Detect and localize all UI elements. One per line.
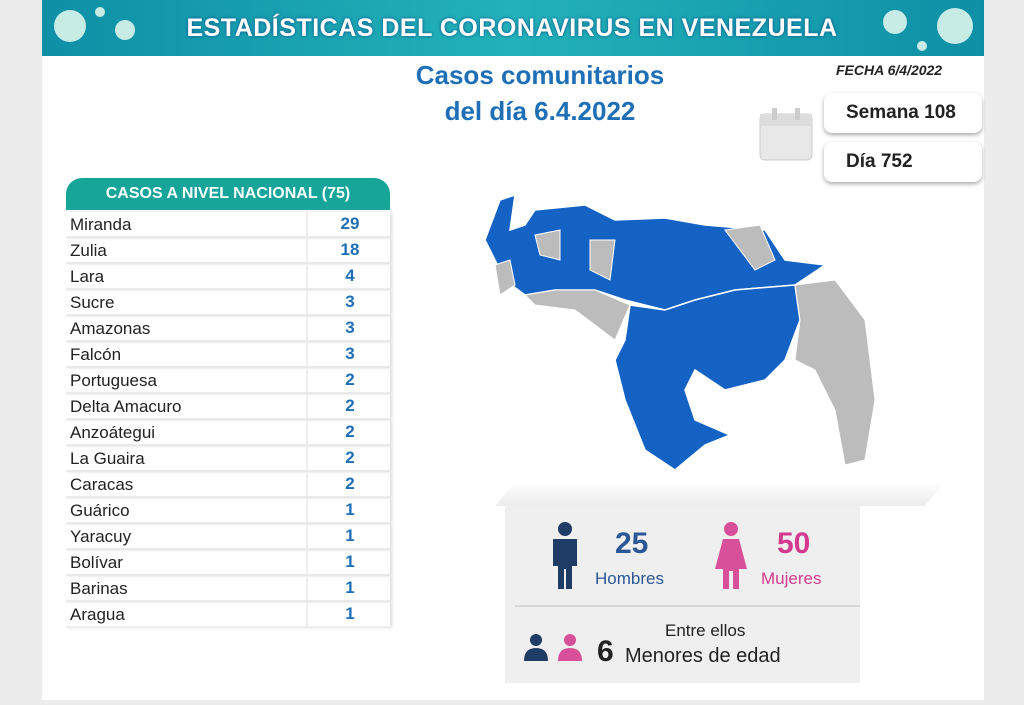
case-count: 1 <box>306 602 392 626</box>
state-name: Amazonas <box>70 319 151 338</box>
table-row: Aragua 1 <box>66 602 390 628</box>
state-name: Caracas <box>70 475 134 494</box>
subtitle: Casos comunitarios <box>415 60 665 90</box>
women-label: Mujeres <box>761 569 822 588</box>
state-name: Aragua <box>70 605 125 624</box>
case-count: 18 <box>306 238 392 262</box>
table-header: CASOS A NIVEL NACIONAL (75) <box>66 178 390 210</box>
case-count: 1 <box>306 524 392 548</box>
table-row: Zulia 18 <box>66 238 390 264</box>
case-count: 1 <box>306 550 392 574</box>
table-row: Caracas 2 <box>66 472 390 498</box>
case-count: 2 <box>306 446 392 470</box>
case-count: 2 <box>306 472 392 496</box>
case-count: 29 <box>306 212 392 236</box>
minors-count: 6 <box>597 635 614 668</box>
virus-icons <box>54 7 135 42</box>
case-count: 2 <box>306 368 392 392</box>
date: FECHA 6/4/2022 <box>836 62 943 78</box>
case-count: 2 <box>306 394 392 418</box>
state-name: Barinas <box>70 579 128 598</box>
table-row: Bolívar 1 <box>66 550 390 576</box>
table-row: Barinas 1 <box>66 576 390 602</box>
minors-label: Menores de edad <box>625 645 781 667</box>
men-label: Hombres <box>595 569 664 588</box>
state-name: Portuguesa <box>70 371 157 390</box>
man-icon <box>553 522 577 589</box>
table-row: Falcón 3 <box>66 342 390 368</box>
day: Día 752 <box>824 142 982 182</box>
state-name: Bolívar <box>70 553 123 572</box>
table-row: Yaracuy 1 <box>66 524 390 550</box>
state-name: Delta Amacuro <box>70 397 182 416</box>
state-name: Yaracuy <box>70 527 132 546</box>
state-name: Anzoátegui <box>70 423 156 442</box>
case-count: 3 <box>306 290 392 314</box>
state-name: Falcón <box>70 345 122 364</box>
table-row: Miranda 29 <box>66 212 390 238</box>
stats-top <box>494 482 946 506</box>
minors-intro: Entre ellos <box>665 621 746 640</box>
state-name: La Guaira <box>70 449 145 468</box>
people-icons <box>524 634 582 661</box>
table-row: Lara 4 <box>66 264 390 290</box>
case-count: 2 <box>306 420 392 444</box>
title: ESTADÍSTICAS DEL CORONAVIRUS EN VENEZUEL… <box>186 14 838 42</box>
table-row: Guárico 1 <box>66 498 390 524</box>
week: Semana 108 <box>824 93 982 133</box>
table-row: La Guaira 2 <box>66 446 390 472</box>
men-count: 25 <box>615 527 649 560</box>
table-row: Anzoátegui 2 <box>66 420 390 446</box>
table-row: Portuguesa 2 <box>66 368 390 394</box>
women-count: 50 <box>777 527 811 560</box>
case-count: 1 <box>306 498 392 522</box>
state-name: Guárico <box>70 501 130 520</box>
calendar-icon <box>759 108 813 161</box>
subtitle: del día 6.4.2022 <box>444 96 636 126</box>
divider <box>515 605 860 607</box>
virus-icons <box>883 8 973 51</box>
case-count: 1 <box>306 576 392 600</box>
case-count: 4 <box>306 264 392 288</box>
state-name: Sucre <box>70 293 115 312</box>
stats-panel: 25 Hombres 50 Mujeres Entre ellos 6 Meno… <box>505 505 860 683</box>
map <box>484 193 876 471</box>
state-name: Miranda <box>70 215 132 234</box>
state-name: Lara <box>70 267 105 286</box>
banner <box>42 0 984 56</box>
woman-icon <box>715 522 747 589</box>
case-count: 3 <box>306 342 392 366</box>
case-count: 3 <box>306 316 392 340</box>
table-row: Sucre 3 <box>66 290 390 316</box>
state-name: Zulia <box>70 241 107 260</box>
table-row: Delta Amacuro 2 <box>66 394 390 420</box>
table-row: Amazonas 3 <box>66 316 390 342</box>
